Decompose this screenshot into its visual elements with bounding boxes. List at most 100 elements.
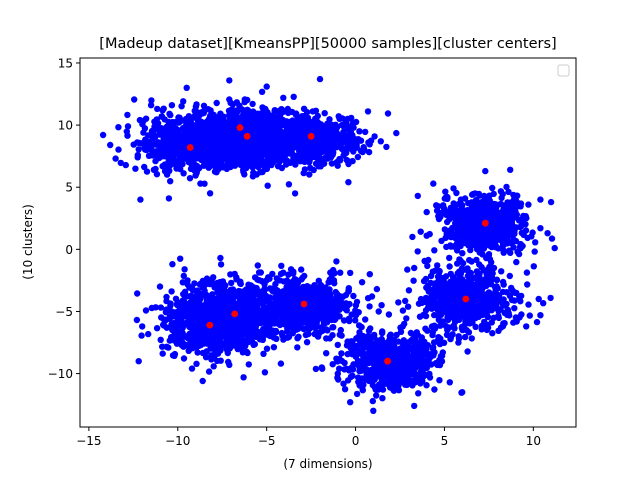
sample-point: [349, 119, 356, 127]
sample-point: [227, 99, 234, 107]
sample-point: [178, 103, 185, 110]
sample-point: [419, 377, 426, 385]
sample-point: [399, 339, 406, 347]
sample-point: [205, 144, 212, 151]
sample-point: [268, 141, 275, 148]
sample-point: [203, 158, 210, 166]
sample-point: [280, 94, 287, 102]
sample-point: [431, 386, 438, 393]
sample-point: [397, 367, 405, 374]
sample-point: [433, 202, 440, 209]
sample-point: [469, 287, 477, 294]
sample-point: [180, 355, 188, 362]
sample-point: [196, 142, 203, 149]
sample-point: [187, 134, 194, 141]
sample-point: [494, 224, 502, 232]
sample-point: [273, 126, 281, 134]
sample-point: [362, 316, 369, 323]
sample-point: [226, 156, 233, 163]
sample-point: [410, 337, 417, 344]
sample-point: [254, 130, 261, 138]
sample-point: [334, 341, 341, 349]
sample-point: [454, 314, 462, 321]
sample-point: [489, 330, 496, 337]
sample-point: [246, 123, 253, 130]
sample-point: [166, 129, 174, 136]
sample-point: [420, 277, 428, 285]
sample-point: [177, 157, 185, 164]
sample-point: [276, 116, 284, 123]
sample-point: [180, 170, 187, 177]
sample-point: [200, 109, 207, 117]
sample-point: [145, 132, 152, 139]
sample-point: [493, 276, 500, 283]
sample-point: [157, 304, 165, 311]
sample-point: [256, 144, 263, 151]
sample-point: [274, 163, 282, 170]
sample-point: [497, 306, 504, 313]
sample-point: [393, 129, 400, 137]
sample-point: [322, 129, 329, 136]
sample-point: [301, 136, 308, 143]
sample-point: [488, 319, 495, 326]
sample-point: [359, 361, 367, 369]
sample-point: [459, 231, 466, 238]
sample-point: [246, 108, 253, 116]
sample-point: [306, 171, 313, 178]
sample-point: [268, 148, 275, 155]
sample-point: [228, 120, 235, 128]
sample-point: [465, 329, 473, 336]
sample-point: [134, 151, 141, 159]
sample-point: [436, 377, 443, 384]
sample-point: [443, 230, 450, 238]
sample-point: [492, 303, 499, 310]
sample-point: [424, 282, 432, 289]
sample-point: [166, 110, 173, 118]
sample-point: [132, 165, 139, 172]
sample-point: [476, 249, 483, 256]
sample-point: [168, 102, 176, 109]
sample-point: [485, 212, 492, 219]
sample-point: [197, 151, 205, 158]
sample-point: [384, 345, 391, 353]
sample-point: [512, 197, 520, 204]
sample-point: [444, 218, 451, 226]
sample-point: [237, 135, 245, 143]
sample-point: [469, 241, 477, 249]
sample-point: [481, 318, 488, 326]
sample-point: [225, 138, 232, 145]
sample-point: [328, 160, 336, 167]
sample-point: [115, 146, 122, 153]
sample-point: [214, 357, 221, 365]
sample-point: [356, 381, 363, 389]
sample-point: [506, 272, 513, 280]
sample-point: [349, 347, 356, 355]
sample-point: [184, 128, 191, 135]
sample-point: [509, 230, 516, 237]
sample-point: [338, 350, 345, 357]
sample-point: [290, 136, 297, 144]
sample-point: [231, 108, 238, 115]
sample-point: [238, 106, 245, 113]
sample-point: [478, 281, 486, 288]
sample-point: [400, 375, 408, 382]
sample-point: [474, 270, 482, 278]
sample-point: [429, 331, 436, 339]
sample-point: [449, 286, 456, 293]
sample-point: [418, 336, 425, 343]
sample-point: [159, 130, 167, 137]
sample-point: [268, 121, 275, 128]
sample-point: [246, 138, 254, 146]
sample-point: [468, 335, 475, 342]
sample-point: [453, 247, 461, 254]
sample-point: [516, 293, 523, 300]
sample-points: [99, 75, 558, 414]
sample-point: [258, 88, 266, 96]
sample-point: [173, 161, 181, 168]
sample-point: [134, 290, 141, 297]
sample-point: [447, 335, 454, 343]
sample-point: [306, 157, 313, 164]
sample-point: [361, 146, 368, 153]
sample-point: [474, 237, 481, 245]
sample-point: [287, 124, 295, 132]
